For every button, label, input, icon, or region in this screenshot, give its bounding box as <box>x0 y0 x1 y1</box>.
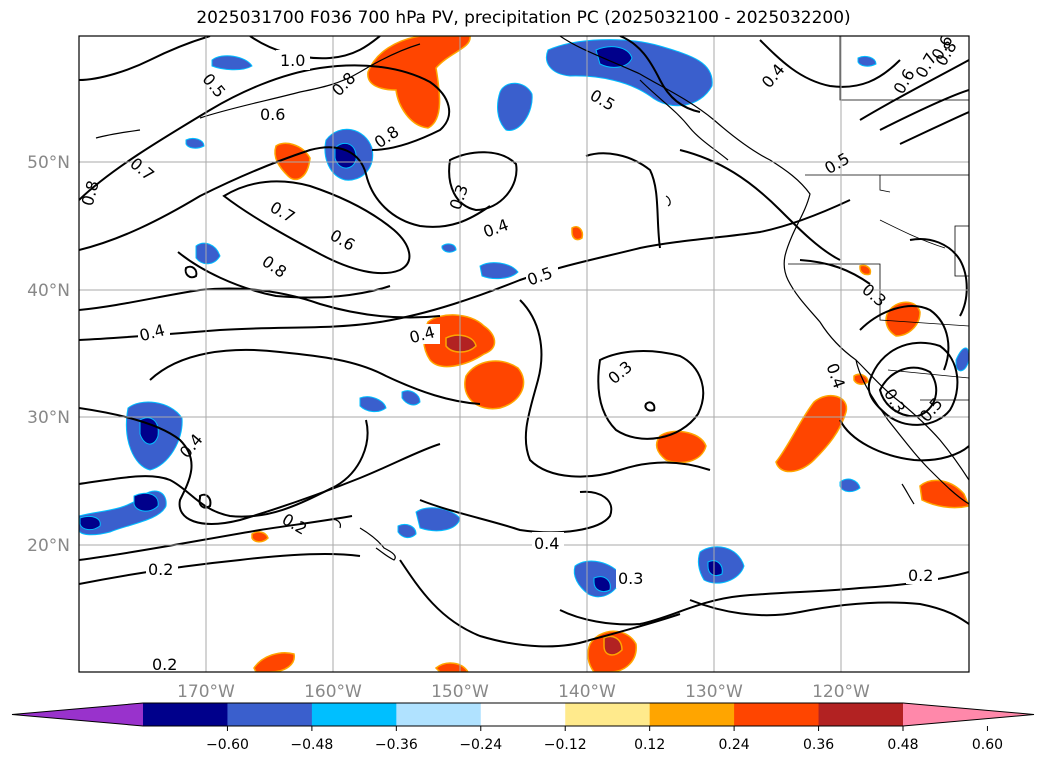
colorbar-outline <box>11 702 1035 727</box>
colorbar-bin <box>565 703 651 726</box>
colorbar-bin <box>311 703 397 726</box>
lat-label: 50°N <box>27 153 70 173</box>
contour-label: 0.2 <box>148 560 173 579</box>
pv-contours <box>79 36 969 648</box>
contour-label: 0.2 <box>152 655 177 674</box>
lon-label: 130°W <box>685 682 743 702</box>
graticule <box>79 36 969 672</box>
map-area <box>79 36 969 672</box>
colorbar-bin <box>734 703 820 726</box>
colorbar-tick-label: −0.36 <box>375 737 418 753</box>
colorbar-tick-label: −0.24 <box>459 737 502 753</box>
colorbar-bin <box>227 703 313 726</box>
colorbar-bin <box>649 703 735 726</box>
map-frame <box>78 35 970 673</box>
colorbar-tick-label: −0.12 <box>544 737 587 753</box>
contour-label: 1.0 <box>280 51 305 70</box>
lon-label: 120°W <box>812 682 870 702</box>
lon-label: 150°W <box>431 682 489 702</box>
lat-label: 20°N <box>27 536 70 556</box>
colorbar-bin <box>818 703 904 726</box>
latitude-labels: 50°N 40°N 30°N 20°N <box>27 153 70 556</box>
lat-label: 40°N <box>27 281 70 301</box>
colorbar: −0.60 −0.48 −0.36 −0.24 −0.12 0.12 0.24 0.36 0.4… <box>11 702 1035 753</box>
colorbar-tick-label: 0.24 <box>719 737 750 753</box>
colorbar-tick-label: 0.12 <box>634 737 665 753</box>
lon-label: 170°W <box>177 682 235 702</box>
lon-label: 160°W <box>304 682 362 702</box>
lon-label: 140°W <box>558 682 616 702</box>
colorbar-tick-label: −0.48 <box>290 737 333 753</box>
contour-label: 0.8 <box>78 178 103 208</box>
longitude-labels: 170°W 160°W 150°W 140°W 130°W 120°W <box>177 682 870 702</box>
precip-negative-shading <box>79 39 969 598</box>
lat-label: 30°N <box>27 408 70 428</box>
colorbar-extend-low <box>12 703 143 726</box>
colorbar-tick-label: 0.60 <box>972 737 1003 753</box>
coastlines <box>95 36 969 561</box>
colorbar-bin <box>396 703 482 726</box>
contour-label: 0.2 <box>908 566 933 585</box>
colorbar-tick-label: 0.48 <box>887 737 918 753</box>
colorbar-bin <box>480 703 566 726</box>
colorbar-bin <box>143 703 228 726</box>
contour-label: 0.4 <box>534 534 559 553</box>
colorbar-extend-high <box>903 703 1034 726</box>
colorbar-tick-label: 0.36 <box>803 737 834 753</box>
colorbar-tick-label: −0.60 <box>206 737 249 753</box>
map-title: 2025031700 F036 700 hPa PV, precipitatio… <box>196 8 851 28</box>
political-borders <box>788 36 969 401</box>
contour-label: 0.3 <box>618 569 643 588</box>
contour-label: 0.6 <box>260 105 285 124</box>
precip-positive-shading <box>251 36 969 672</box>
